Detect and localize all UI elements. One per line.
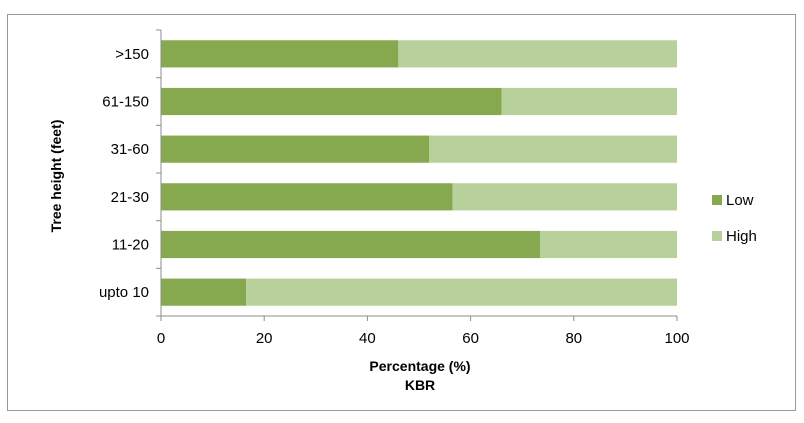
legend-swatch-low — [712, 195, 722, 205]
bar-high-4 — [540, 230, 677, 259]
bars-group — [161, 40, 677, 306]
y-tick-label: upto 10 — [99, 284, 149, 301]
x-axis-title: Percentage (%) — [369, 358, 470, 374]
bar-high-1 — [501, 87, 677, 116]
bar-low-3 — [161, 183, 453, 211]
bar-high-5 — [246, 278, 677, 306]
bar-high-0 — [398, 40, 677, 68]
x-axis-subtitle: KBR — [405, 377, 435, 393]
bar-low-1 — [161, 87, 502, 116]
legend-swatch-high — [712, 231, 722, 241]
x-tick-label: 0 — [157, 330, 165, 347]
x-tick-label: 60 — [462, 330, 479, 347]
x-tick-label: 100 — [664, 330, 689, 347]
y-tick-label: 61-150 — [102, 94, 149, 111]
axes-group: >150 61-150 31-60 21-30 11-20 upto 10 0 20 40 60 8… — [99, 29, 690, 347]
bar-low-0 — [161, 40, 399, 68]
bar-low-2 — [161, 135, 430, 163]
y-tick-label: 21-30 — [111, 189, 149, 206]
bar-low-4 — [161, 230, 541, 259]
y-tick-label: >150 — [115, 46, 149, 63]
legend-label-high: High — [726, 228, 757, 245]
y-axis-title: Tree height (feet) — [48, 120, 64, 233]
x-tick-label: 20 — [256, 330, 273, 347]
legend-label-low: Low — [726, 192, 754, 209]
chart-border — [7, 14, 796, 411]
bar-low-5 — [161, 278, 247, 306]
x-tick-label: 40 — [359, 330, 376, 347]
bar-high-3 — [452, 183, 677, 211]
x-tick-label: 80 — [565, 330, 582, 347]
bar-high-2 — [429, 135, 677, 163]
y-tick-label: 31-60 — [111, 141, 149, 158]
legend: Low High — [712, 192, 757, 245]
y-tick-label: 11-20 — [112, 237, 149, 254]
